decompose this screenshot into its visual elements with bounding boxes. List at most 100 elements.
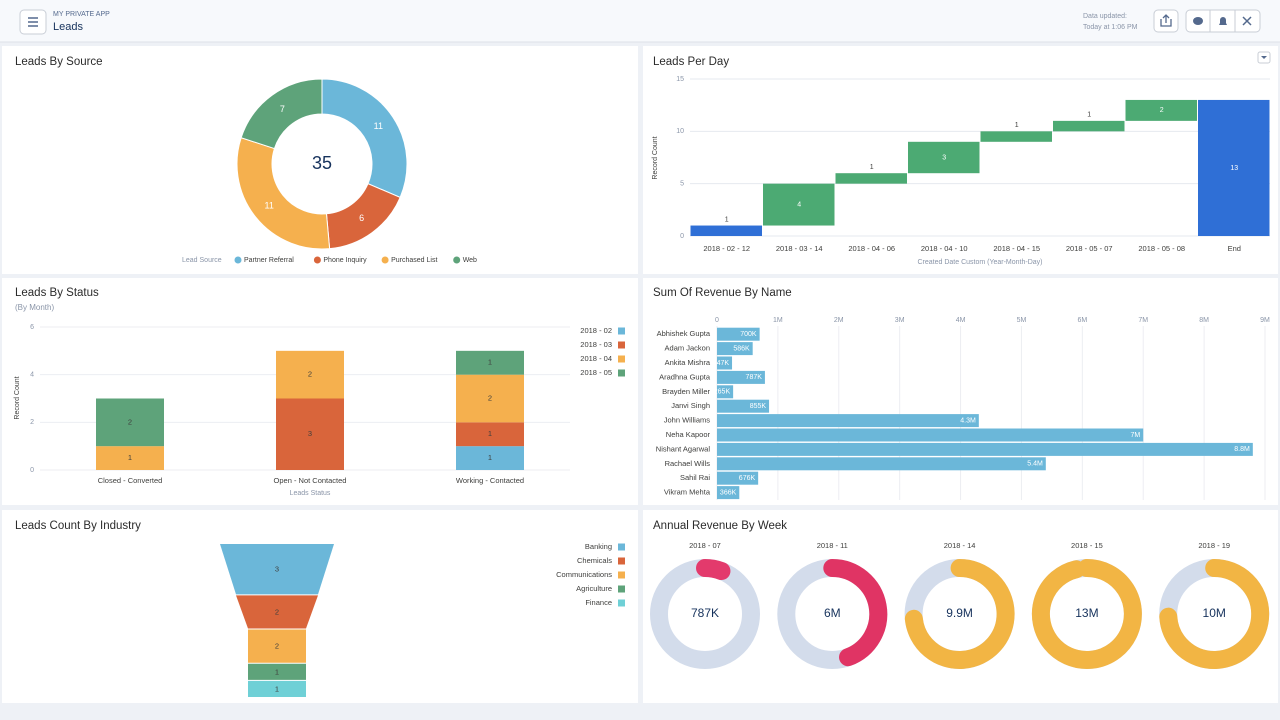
slice-label: 6	[359, 213, 364, 223]
legend-title: Lead Source	[182, 257, 222, 264]
bar	[717, 486, 740, 500]
gauge-arc	[1159, 559, 1270, 669]
y-tick-label: John Williams	[664, 416, 711, 425]
bar-segment	[456, 350, 524, 375]
updated-label: Data updated:	[1083, 13, 1127, 20]
bar	[717, 457, 1046, 471]
y-tick-label: Aradhna Gupta	[659, 372, 711, 381]
bar-label: 855K	[750, 403, 767, 410]
close-button[interactable]	[1242, 16, 1252, 26]
legend-swatch	[618, 585, 625, 593]
bar-label: 1	[1015, 122, 1019, 129]
menu-button[interactable]	[19, 9, 47, 35]
bar-label: 4.3M	[960, 417, 976, 424]
y-tick-label: Adam Jackon	[665, 344, 710, 353]
waterfall-bar	[763, 183, 835, 226]
bar-label: 1	[870, 164, 874, 171]
donut-slice	[236, 137, 331, 250]
bar	[717, 385, 734, 399]
legend-swatch	[618, 369, 625, 377]
bar	[717, 442, 1253, 456]
legend-label: 2018 - 05	[580, 368, 612, 377]
legend-swatch	[618, 599, 625, 607]
x-tick-label: Closed - Converted	[98, 476, 163, 485]
bar-label: 265K	[714, 389, 731, 396]
y-tick-label: Abhishek Gupta	[657, 329, 711, 338]
legend-swatch	[618, 557, 625, 565]
y-tick-label: Sahil Rai	[680, 473, 710, 482]
bar-label: 7M	[1130, 432, 1140, 439]
x-tick-label: 4M	[956, 317, 966, 324]
gauge-value: 787K	[691, 606, 719, 620]
donut-total: 35	[312, 153, 332, 173]
x-tick-label: 2M	[834, 317, 844, 324]
legend-swatch	[618, 355, 625, 363]
x-tick-label: 2018 - 05 - 08	[1138, 244, 1185, 253]
waterfall-bar	[1198, 99, 1270, 236]
panel-menu-icon	[1261, 56, 1267, 59]
segment-label: 1	[275, 684, 279, 693]
gauge-label: 2018 - 15	[1071, 541, 1103, 550]
segment-label: 1	[488, 453, 492, 462]
bar	[717, 471, 759, 485]
x-tick-label: 5M	[1017, 317, 1027, 324]
x-tick-label: 2018 - 03 - 14	[776, 244, 823, 253]
slice-label: 11	[374, 121, 383, 131]
x-axis-title: Created Date Custom (Year-Month-Day)	[917, 259, 1042, 266]
share-button[interactable]	[1153, 9, 1179, 33]
legend-swatch	[381, 256, 389, 264]
gauge-arc	[904, 559, 1015, 669]
gauge-value: 6M	[824, 606, 841, 620]
y-tick-label: Vikram Mehta	[664, 488, 711, 497]
gauge-label: 2018 - 19	[1198, 541, 1230, 550]
y-tick-label: 6	[30, 324, 34, 331]
notify-button[interactable]	[1219, 17, 1227, 25]
panel-menu[interactable]	[1257, 51, 1271, 64]
panel-title: Leads Count By Industry	[15, 520, 141, 532]
x-tick-label: 8M	[1199, 317, 1209, 324]
y-tick-label: 0	[30, 467, 34, 474]
gauge-value: 13M	[1075, 606, 1098, 620]
y-tick-label: Neha Kapoor	[666, 430, 711, 439]
waterfall-bar	[690, 225, 762, 236]
funnel-segment	[236, 595, 318, 629]
donut-slice	[321, 78, 408, 199]
x-tick-label: 1M	[773, 317, 783, 324]
y-axis-title: Record Count	[14, 376, 21, 419]
segment-label: 1	[275, 667, 279, 676]
legend-swatch	[618, 327, 625, 335]
funnel-segment	[220, 544, 334, 595]
y-tick-label: Rachael Wills	[665, 459, 711, 468]
legend-swatch	[618, 341, 625, 349]
bar	[717, 342, 753, 356]
x-tick-label: Working - Contacted	[456, 476, 524, 485]
panel-title: Leads By Status	[15, 287, 99, 299]
header-bar	[0, 0, 1280, 42]
panel-title: Leads Per Day	[653, 56, 729, 68]
x-tick-label: 2018 - 02 - 12	[703, 244, 750, 253]
y-tick-label: 2	[30, 419, 34, 426]
bar-segment	[276, 398, 344, 470]
legend-label: Communications	[556, 570, 612, 579]
panel-title: Annual Revenue By Week	[653, 520, 787, 532]
x-tick-label: 2018 - 04 - 15	[993, 244, 1040, 253]
y-tick-label: 5	[680, 181, 684, 188]
action-group	[1185, 9, 1261, 33]
gauge-arc	[696, 559, 731, 581]
bar	[717, 414, 979, 428]
bar	[717, 356, 733, 370]
funnel-segment	[248, 629, 306, 663]
legend-label: 2018 - 02	[580, 326, 612, 335]
x-tick-label: 9M	[1260, 317, 1270, 324]
panel-title: Leads By Source	[15, 56, 103, 68]
gauge-label: 2018 - 11	[817, 541, 848, 550]
x-tick-label: 7M	[1138, 317, 1148, 324]
legend-label: 2018 - 03	[580, 340, 612, 349]
waterfall-bar	[908, 141, 980, 174]
bar-label: 366K	[720, 489, 737, 496]
comment-button[interactable]	[1193, 17, 1203, 25]
legend-swatch	[453, 256, 461, 264]
bar-label: 1	[1087, 112, 1091, 119]
app-label: MY PRIVATE APP	[53, 11, 110, 18]
